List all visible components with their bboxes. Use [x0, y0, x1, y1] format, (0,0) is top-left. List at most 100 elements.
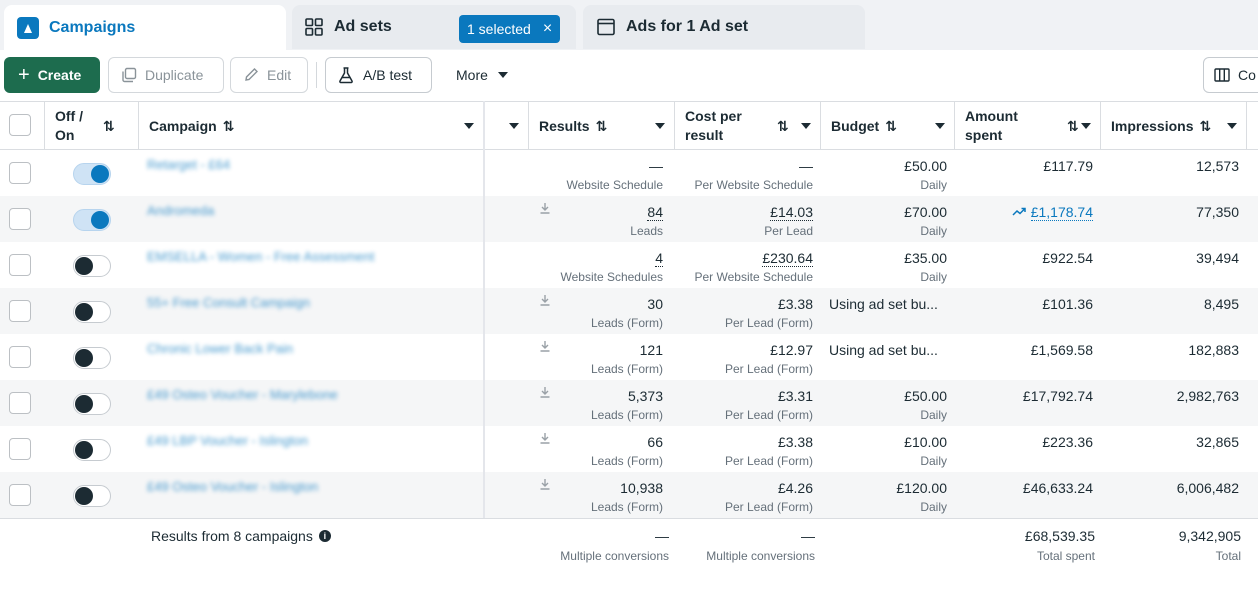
campaign-name[interactable]: EMSELLA - Women - Free Assessment: [147, 249, 375, 264]
row-impressions: 6,006,482: [1176, 480, 1239, 496]
header-off-on[interactable]: Off / On ⇅: [45, 102, 139, 150]
campaign-name[interactable]: £49 Osteo Voucher - Marylebone: [147, 387, 338, 402]
duplicate-button[interactable]: Duplicate: [108, 57, 224, 93]
sort-icon[interactable]: ⇅: [103, 117, 115, 134]
row-cost-value: £12.97: [770, 342, 813, 358]
header-spent-label: Amount spent: [965, 108, 1018, 143]
header-budget-label: Budget: [831, 118, 880, 134]
header-results[interactable]: Results ⇅: [529, 102, 675, 150]
row-results-value: 5,373: [627, 388, 663, 404]
toggle-knob: [75, 395, 93, 413]
campaign-toggle[interactable]: [73, 301, 111, 323]
row-checkbox[interactable]: [9, 346, 31, 368]
campaign-toggle[interactable]: [73, 485, 111, 507]
row-checkbox[interactable]: [9, 162, 31, 184]
row-checkbox[interactable]: [9, 208, 31, 230]
caret-down-icon[interactable]: [464, 123, 474, 129]
table-row[interactable]: £49 LBP Voucher - Islington 66 Leads (Form…: [0, 426, 1258, 472]
download-icon[interactable]: [539, 202, 551, 214]
caret-down-icon[interactable]: [935, 123, 945, 129]
campaign-toggle[interactable]: [73, 209, 111, 231]
caret-down-icon[interactable]: [509, 123, 519, 129]
caret-down-icon[interactable]: [801, 123, 811, 129]
table-row[interactable]: EMSELLA - Women - Free Assessment 4 Websit…: [0, 242, 1258, 288]
header-impressions[interactable]: Impressions ⇅: [1101, 102, 1247, 150]
campaign-name[interactable]: Chronic Lower Back Pain: [147, 341, 293, 356]
pencil-icon: [243, 67, 259, 83]
campaign-name[interactable]: 55+ Free Consult Campaign: [147, 295, 310, 310]
selected-chip-label: 1 selected: [467, 21, 531, 37]
selected-chip[interactable]: 1 selected ×: [459, 15, 561, 43]
sort-icon[interactable]: ⇅: [595, 117, 608, 134]
frozen-column-divider[interactable]: [483, 101, 485, 591]
tab-ads[interactable]: Ads for 1 Ad set: [583, 5, 865, 49]
header-amount-spent[interactable]: Amount spent ⇅: [955, 102, 1101, 150]
campaign-name[interactable]: £49 LBP Voucher - Islington: [147, 433, 308, 448]
row-budget-sub: Daily: [920, 224, 947, 238]
table-row[interactable]: Andromeda 84 Leads £14.03 Per Lead £70.00 Dail…: [0, 196, 1258, 242]
row-impressions: 77,350: [1196, 204, 1239, 220]
tab-campaigns[interactable]: Campaigns: [4, 5, 286, 50]
caret-down-icon[interactable]: [655, 123, 665, 129]
duplicate-icon: [121, 67, 137, 83]
download-icon[interactable]: [539, 294, 551, 306]
caret-down-icon[interactable]: [1227, 123, 1237, 129]
download-icon[interactable]: [539, 432, 551, 444]
row-spent: £922.54: [1042, 250, 1093, 266]
toggle-knob: [75, 257, 93, 275]
table-row[interactable]: £49 Osteo Voucher - Marylebone 5,373 Leads…: [0, 380, 1258, 426]
sort-icon[interactable]: ⇅: [222, 117, 235, 134]
row-budget: £10.00: [904, 434, 947, 450]
row-checkbox[interactable]: [9, 392, 31, 414]
sort-icon[interactable]: ⇅: [1067, 117, 1079, 134]
campaign-toggle[interactable]: [73, 393, 111, 415]
row-cost-sub: Per Website Schedule: [694, 178, 813, 192]
row-spent-value: £1,178.74: [1030, 204, 1093, 221]
sort-icon[interactable]: ⇅: [1199, 117, 1212, 134]
table-row[interactable]: Retarget - £64 — Website Schedule — Per Webs…: [0, 150, 1258, 196]
campaign-name[interactable]: Andromeda: [147, 203, 215, 218]
row-spent: £117.79: [1043, 158, 1093, 174]
row-results-sub: Leads (Form): [590, 454, 663, 468]
row-checkbox[interactable]: [9, 484, 31, 506]
ab-test-button[interactable]: A/B test: [325, 57, 432, 93]
close-icon[interactable]: ×: [542, 20, 553, 37]
create-button[interactable]: + Create: [4, 57, 100, 93]
table-row[interactable]: Chronic Lower Back Pain 121 Leads (Form) £1…: [0, 334, 1258, 380]
campaign-toggle[interactable]: [73, 439, 111, 461]
row-spent: £17,792.74: [1023, 388, 1093, 404]
table-row[interactable]: 55+ Free Consult Campaign 30 Leads (Form) £…: [0, 288, 1258, 334]
campaign-toggle[interactable]: [73, 347, 111, 369]
edit-button[interactable]: Edit: [230, 57, 308, 93]
header-extra[interactable]: [485, 102, 529, 150]
sort-icon[interactable]: ⇅: [777, 117, 789, 134]
footer-results-sub: Multiple conversions: [560, 549, 669, 563]
table-row[interactable]: £49 Osteo Voucher - Islington 10,938 Leads…: [0, 472, 1258, 518]
campaign-name[interactable]: Retarget - £64: [147, 157, 231, 172]
footer-cost: —: [801, 528, 815, 544]
row-checkbox[interactable]: [9, 254, 31, 276]
select-all-checkbox[interactable]: [9, 114, 31, 136]
row-checkbox[interactable]: [9, 438, 31, 460]
plus-icon: +: [18, 64, 30, 86]
campaign-name[interactable]: £49 Osteo Voucher - Islington: [147, 479, 319, 494]
header-campaign[interactable]: Campaign ⇅: [139, 102, 484, 150]
row-spent[interactable]: £1,178.74: [1012, 204, 1093, 221]
download-icon[interactable]: [539, 478, 551, 490]
campaign-toggle[interactable]: [73, 163, 111, 185]
sort-icon[interactable]: ⇅: [885, 117, 897, 134]
info-icon[interactable]: i: [318, 530, 331, 542]
download-icon[interactable]: [539, 340, 551, 352]
row-spent-value: £46,633.24: [1022, 480, 1093, 496]
columns-button[interactable]: Co: [1203, 57, 1258, 93]
row-cost: £3.31: [778, 388, 813, 404]
more-button[interactable]: More: [444, 57, 524, 93]
caret-down-icon[interactable]: [1081, 123, 1091, 129]
row-spent-value: £1,569.58: [1030, 342, 1093, 358]
header-cost-per-result[interactable]: Cost per result ⇅: [675, 102, 821, 150]
download-icon[interactable]: [539, 386, 551, 398]
tab-adsets[interactable]: Ad sets 1 selected ×: [292, 5, 576, 49]
header-budget[interactable]: Budget ⇅: [821, 102, 955, 150]
row-checkbox[interactable]: [9, 300, 31, 322]
campaign-toggle[interactable]: [73, 255, 111, 277]
